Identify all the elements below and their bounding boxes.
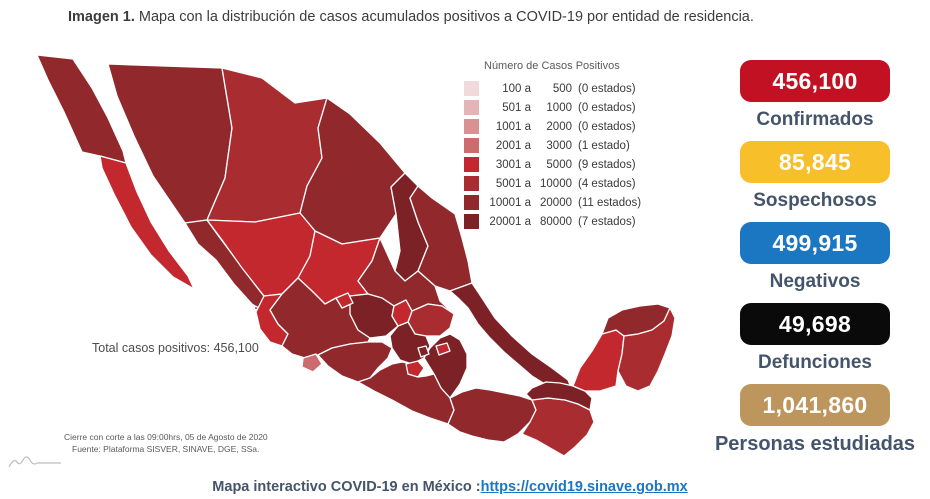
legend-range-to: 80000 bbox=[540, 215, 572, 228]
stat-card-confirmados: 456,100 Confirmados bbox=[740, 60, 890, 131]
state-puebla bbox=[423, 333, 468, 399]
title-text: Mapa con la distribución de casos acumul… bbox=[134, 9, 754, 25]
legend-range-to: 3000 bbox=[546, 139, 572, 152]
legend-range-to: 10000 bbox=[540, 177, 572, 190]
stat-label: Negativos bbox=[769, 271, 861, 292]
stat-value-box: 499,915 bbox=[740, 222, 890, 264]
stat-value: 49,698 bbox=[778, 310, 852, 337]
stat-value-box: 49,698 bbox=[740, 303, 890, 345]
stat-label: Confirmados bbox=[756, 109, 874, 130]
legend-range-from: 1001 a bbox=[495, 120, 531, 133]
state-campeche bbox=[572, 329, 625, 392]
legend-row: 100 a 500 (0 estados) bbox=[464, 79, 641, 98]
legend-swatch bbox=[464, 214, 479, 229]
footnote-source: Fuente: Plataforma SISVER, SINAVE, DGE, … bbox=[72, 444, 260, 454]
state-tlaxcala bbox=[435, 342, 451, 356]
legend-state-count: (1 estado) bbox=[578, 139, 630, 152]
legend-range-from: 501 a bbox=[502, 101, 531, 114]
legend-range-from: 3001 a bbox=[495, 158, 531, 171]
legend-row: 20001 a 80000 (7 estados) bbox=[464, 212, 641, 231]
state-morelos bbox=[405, 360, 425, 378]
legend-range-from: 20001 a bbox=[489, 215, 531, 228]
legend-row: 2001 a 3000 (1 estado) bbox=[464, 136, 641, 155]
legend-swatch bbox=[464, 119, 479, 134]
stat-label: Personas estudiadas bbox=[714, 433, 916, 455]
stat-value-box: 456,100 bbox=[740, 60, 890, 102]
legend-range-to: 5000 bbox=[546, 158, 572, 171]
footnote-cutoff: Cierre con corte a las 09:00hrs, 05 de A… bbox=[64, 432, 268, 442]
stat-card-personas-estudiadas: 1,041,860 Personas estudiadas bbox=[715, 384, 915, 455]
legend: Número de Casos Positivos 100 a 500 (0 est… bbox=[464, 60, 641, 231]
state-queretaro bbox=[391, 299, 413, 327]
legend-swatch bbox=[464, 157, 479, 172]
legend-range-from: 2001 a bbox=[495, 139, 531, 152]
state-aguascalientes bbox=[335, 292, 354, 309]
stat-value: 456,100 bbox=[772, 67, 858, 94]
state-baja-california-sur bbox=[99, 155, 195, 290]
state-michoacan bbox=[317, 341, 393, 383]
stat-card-negativos: 499,915 Negativos bbox=[740, 222, 890, 293]
legend-swatch bbox=[464, 100, 479, 115]
legend-swatch bbox=[464, 81, 479, 96]
legend-state-count: (0 estados) bbox=[578, 101, 636, 114]
footer-link[interactable]: https://covid19.sinave.gob.mx bbox=[480, 479, 688, 495]
map-footnotes: Cierre con corte a las 09:00hrs, 05 de A… bbox=[64, 431, 268, 455]
legend-state-count: (7 estados) bbox=[578, 215, 636, 228]
legend-state-count: (4 estados) bbox=[578, 177, 636, 190]
legend-row: 501 a 1000 (0 estados) bbox=[464, 98, 641, 117]
legend-range-from: 5001 a bbox=[495, 177, 531, 190]
legend-range-to: 20000 bbox=[540, 196, 572, 209]
legend-row: 1001 a 2000 (0 estados) bbox=[464, 117, 641, 136]
stat-value-box: 85,845 bbox=[740, 141, 890, 183]
state-colima bbox=[301, 353, 323, 373]
title-prefix: Imagen 1. bbox=[68, 9, 135, 25]
stat-value: 85,845 bbox=[778, 148, 852, 175]
stat-value: 499,915 bbox=[772, 229, 858, 256]
legend-state-count: (0 estados) bbox=[578, 120, 636, 133]
legend-rows: 100 a 500 (0 estados) 501 a 1000 (0 estados) 1… bbox=[464, 79, 641, 231]
legend-range-from: 10001 a bbox=[489, 196, 531, 209]
legend-range-to: 500 bbox=[552, 82, 572, 95]
legend-range-from: 100 a bbox=[502, 82, 531, 95]
islas-marias bbox=[253, 305, 259, 311]
legend-row: 3001 a 5000 (9 estados) bbox=[464, 155, 641, 174]
stats-column: 456,100 Confirmados 85,845 Sospechosos 499,9… bbox=[715, 60, 915, 465]
legend-state-count: (0 estados) bbox=[578, 82, 636, 95]
stat-label: Defunciones bbox=[757, 352, 873, 373]
stat-label: Sospechosos bbox=[753, 190, 877, 211]
stat-card-sospechosos: 85,845 Sospechosos bbox=[740, 141, 890, 212]
total-cases-label: Total casos positivos: 456,100 bbox=[92, 341, 259, 355]
legend-swatch bbox=[464, 138, 479, 153]
legend-swatch bbox=[464, 195, 479, 210]
legend-row: 5001 a 10000 (4 estados) bbox=[464, 174, 641, 193]
stat-value-box: 1,041,860 bbox=[740, 384, 890, 426]
legend-range-to: 1000 bbox=[546, 101, 572, 114]
stat-value: 1,041,860 bbox=[762, 391, 868, 418]
state-veracruz bbox=[449, 282, 573, 397]
legend-row: 10001 a 20000 (11 estados) bbox=[464, 193, 641, 212]
legend-range-to: 2000 bbox=[546, 120, 572, 133]
state-guerrero bbox=[357, 361, 455, 425]
wave-logo-icon bbox=[8, 456, 61, 468]
state-tabasco bbox=[525, 381, 593, 411]
state-cdmx bbox=[417, 345, 430, 358]
page-title: Imagen 1. Mapa con la distribución de ca… bbox=[68, 9, 754, 25]
footer-label: Mapa interactivo COVID-19 en México : bbox=[212, 479, 481, 495]
legend-state-count: (11 estados) bbox=[578, 196, 642, 209]
stat-card-defunciones: 49,698 Defunciones bbox=[740, 303, 890, 374]
mexico-map-svg bbox=[36, 54, 676, 457]
legend-title: Número de Casos Positivos bbox=[484, 60, 620, 72]
footer: Mapa interactivo COVID-19 en México :htt… bbox=[0, 479, 900, 495]
legend-swatch bbox=[464, 176, 479, 191]
state-quintana-roo bbox=[617, 307, 676, 392]
legend-state-count: (9 estados) bbox=[578, 158, 636, 171]
